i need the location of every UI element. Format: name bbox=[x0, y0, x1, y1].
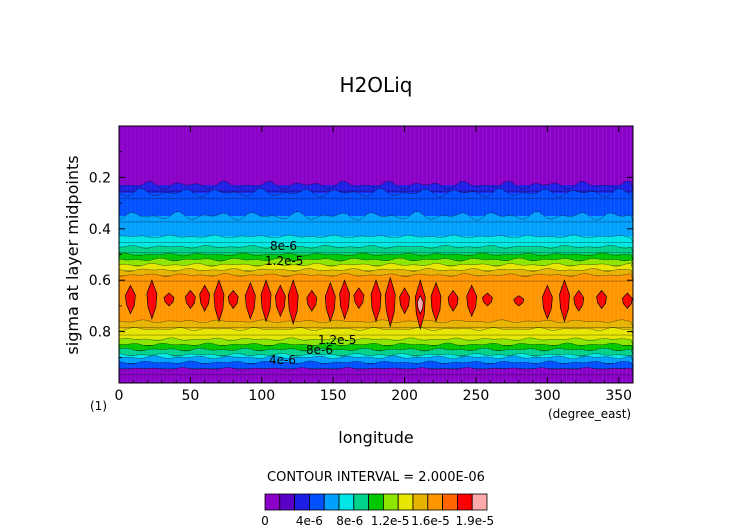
y-tick-label: 0.6 bbox=[89, 273, 111, 289]
contour-boundary bbox=[119, 367, 633, 376]
colorbar-label: 1.6e-5 bbox=[411, 514, 449, 528]
contour-boundary bbox=[119, 337, 633, 346]
contour-boundary bbox=[119, 252, 633, 261]
maximum-cell bbox=[596, 289, 607, 310]
colorbar-swatch bbox=[264, 493, 281, 511]
colorbar-label: 0 bbox=[261, 514, 269, 528]
colorbar-swatch bbox=[397, 493, 414, 511]
maximum-cell bbox=[260, 279, 272, 323]
contour-label: 1.2e-5 bbox=[265, 254, 303, 268]
contour-label: 8e-6 bbox=[306, 343, 333, 357]
colorbar-swatch bbox=[323, 493, 340, 511]
contour-boundary bbox=[119, 319, 633, 328]
contour-boundary bbox=[119, 263, 633, 272]
maximum-cell bbox=[163, 292, 175, 307]
maximum-cell bbox=[621, 292, 633, 310]
maximum-cell bbox=[559, 279, 570, 323]
maximum-cell bbox=[541, 284, 553, 320]
maximum-cell bbox=[227, 289, 239, 310]
x-tick-label: 200 bbox=[391, 388, 418, 404]
contour-label: 4e-6 bbox=[269, 353, 296, 367]
maximum-cell bbox=[185, 289, 196, 310]
x-tick-label: 100 bbox=[248, 388, 275, 404]
y-tick-label: 0.4 bbox=[89, 222, 111, 238]
colorbar-label: 8e-6 bbox=[336, 514, 363, 528]
maximum-cell bbox=[447, 289, 459, 312]
x-axis-label: longitude bbox=[338, 428, 413, 447]
contour-boundary bbox=[119, 268, 633, 277]
maximum-cell bbox=[416, 294, 424, 315]
x-tick-label: 150 bbox=[320, 388, 347, 404]
colorbar-swatch bbox=[368, 493, 384, 511]
contour-boundary bbox=[119, 245, 633, 254]
contour-labels: 8e-6 1.2e-5 1.2e-5 8e-6 4e-6 bbox=[265, 239, 356, 367]
x-tick-label: 250 bbox=[463, 388, 490, 404]
colorbar-swatch bbox=[427, 493, 443, 511]
colorbar-swatch bbox=[308, 493, 325, 511]
maximum-cell bbox=[146, 279, 158, 320]
maximum-cell bbox=[324, 281, 336, 323]
maximum-cell bbox=[125, 284, 136, 315]
maximum-cell bbox=[513, 295, 525, 307]
x-tick-label: 0 bbox=[115, 388, 124, 404]
maximum-cell bbox=[430, 281, 442, 323]
grid-stripes bbox=[122, 126, 632, 383]
colorbar-swatch bbox=[382, 493, 399, 511]
contour-boundary bbox=[119, 234, 633, 243]
maximum-cell bbox=[274, 284, 286, 318]
plot-area bbox=[119, 126, 633, 383]
contour-boundary bbox=[119, 188, 633, 200]
maximum-cell bbox=[353, 287, 365, 310]
maximum-cell bbox=[466, 284, 478, 318]
page-marker: (1) bbox=[90, 399, 107, 413]
colorbar: 0 4e-6 8e-6 1.2e-5 1.6e-5 1.9e-5 bbox=[261, 493, 494, 528]
contour-boundary bbox=[119, 360, 633, 369]
chart-title: H2OLiq bbox=[340, 73, 413, 97]
colorbar-swatch bbox=[456, 493, 473, 511]
x-tick-label: 300 bbox=[534, 388, 561, 404]
contour-boundary bbox=[119, 211, 633, 223]
y-axis-label: sigma at layer midpoints bbox=[63, 155, 82, 354]
contour-label: 8e-6 bbox=[270, 239, 297, 253]
x-units-label: (degree_east) bbox=[548, 407, 631, 421]
colorbar-swatch bbox=[338, 493, 355, 511]
contour-boundary bbox=[119, 180, 633, 192]
contour-label: 1.2e-5 bbox=[318, 333, 356, 347]
contour-boundary bbox=[119, 347, 633, 356]
maximum-cell bbox=[213, 279, 225, 323]
colorbar-swatch bbox=[279, 493, 295, 511]
maximum-cell bbox=[573, 289, 585, 312]
colorbar-swatch bbox=[442, 493, 458, 511]
y-tick-label: 0.8 bbox=[89, 325, 111, 341]
contour-band bbox=[119, 126, 633, 186]
contour-interval: CONTOUR INTERVAL = 2.000E-06 bbox=[267, 470, 485, 485]
maximum-cell bbox=[287, 279, 299, 326]
maximum-cell bbox=[370, 279, 382, 323]
maximum-cell bbox=[384, 276, 396, 328]
maximum-cell bbox=[199, 284, 211, 312]
maximum-cell bbox=[306, 289, 318, 312]
maximum-cells bbox=[125, 276, 633, 331]
contour-boundary bbox=[119, 273, 633, 282]
x-tick-label: 350 bbox=[605, 388, 632, 404]
x-tick-label: 50 bbox=[181, 388, 199, 404]
x-axis: 0 50 100 150 200 250 300 350 bbox=[115, 126, 632, 404]
colorbar-swatch bbox=[412, 493, 429, 511]
y-axis: 0.2 0.4 0.6 0.8 bbox=[89, 151, 633, 384]
colorbar-label: 4e-6 bbox=[296, 514, 323, 528]
colorbar-label: 1.2e-5 bbox=[371, 514, 409, 528]
contour-boundary bbox=[119, 257, 633, 266]
maximum-cell bbox=[245, 281, 256, 320]
colorbar-label: 1.9e-5 bbox=[456, 514, 494, 528]
colorbar-swatch bbox=[294, 493, 310, 511]
maximum-cell bbox=[399, 287, 410, 315]
colorbar-swatch bbox=[471, 493, 488, 511]
y-tick-label: 0.2 bbox=[89, 170, 111, 186]
colorbar-swatch bbox=[353, 493, 369, 511]
maximum-cell bbox=[339, 279, 350, 320]
maximum-cell bbox=[481, 292, 493, 307]
contour-boundary bbox=[119, 327, 633, 336]
band-boundary-wiggles bbox=[119, 180, 633, 376]
